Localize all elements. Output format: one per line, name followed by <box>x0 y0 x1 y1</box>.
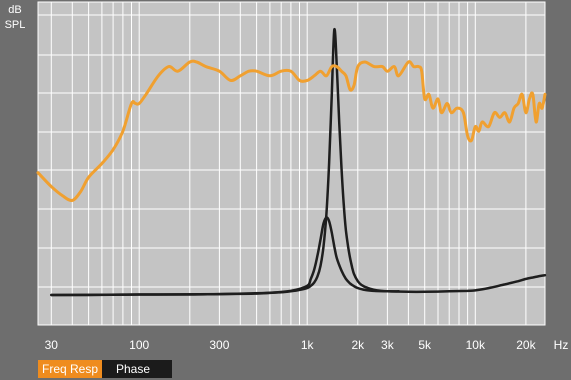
plot-border <box>37 1 546 326</box>
y-axis-label-spl: SPL <box>4 19 26 31</box>
legend-phase-button[interactable]: Phase <box>102 360 172 378</box>
x-axis-unit-label: Hz <box>554 338 569 352</box>
x-tick-label: 10k <box>466 338 486 352</box>
grid <box>37 1 546 326</box>
series-layer <box>36 28 547 297</box>
plot-area <box>38 2 545 325</box>
x-tick-label: 30 <box>45 338 59 352</box>
series-line-freq-resp <box>36 59 547 203</box>
x-tick-label: 300 <box>209 338 229 352</box>
legend-freq-resp-button[interactable]: Freq Resp <box>38 360 102 378</box>
x-tick-label: 3k <box>381 338 395 352</box>
y-axis-label-db: dB <box>8 4 22 16</box>
x-tick-label: 20k <box>516 338 536 352</box>
series-line-phase-2 <box>50 216 400 297</box>
x-tick-label: 1k <box>301 338 315 352</box>
legend: Freq Resp Phase <box>38 360 172 378</box>
x-tick-label: 5k <box>418 338 432 352</box>
x-tick-label: 100 <box>129 338 149 352</box>
x-tick-labels: 30 100 300 1k 2k 3k 5k 10k 20k Hz <box>45 338 569 352</box>
x-tick-label: 2k <box>351 338 365 352</box>
